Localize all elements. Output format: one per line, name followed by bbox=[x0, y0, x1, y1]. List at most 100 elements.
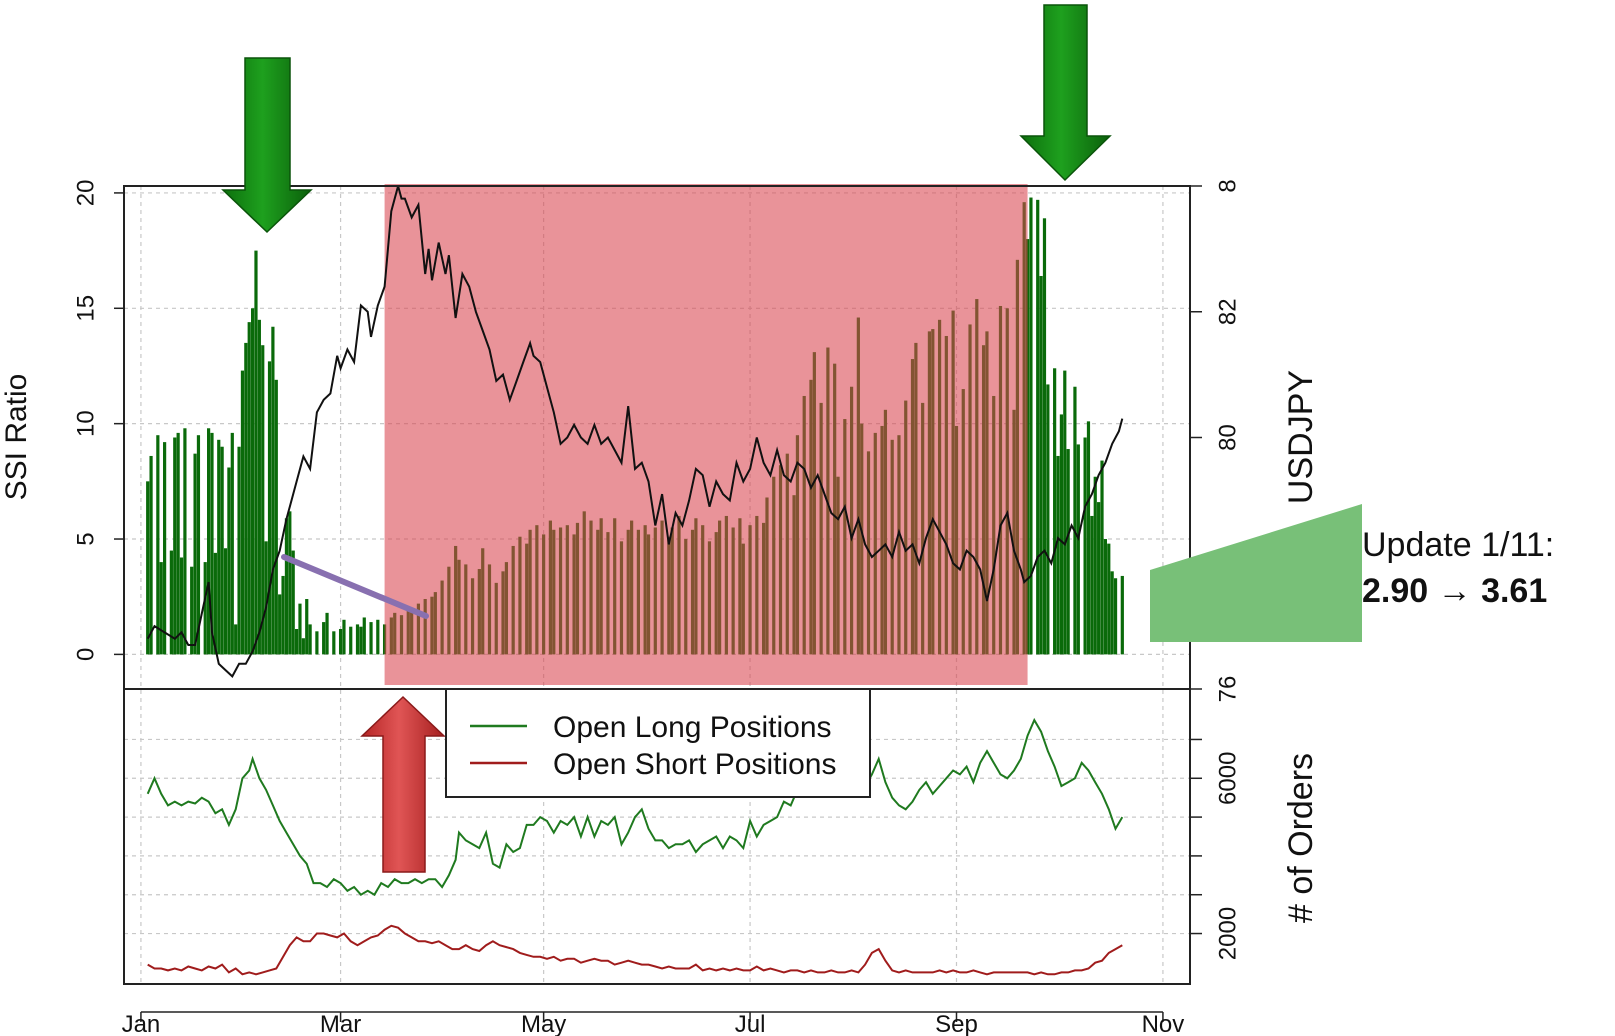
legend: Open Long Positions Open Short Positions bbox=[445, 688, 871, 798]
ssi-bar-35 bbox=[278, 594, 282, 655]
ssi-tick-label-10: 10 bbox=[73, 410, 100, 437]
orders-tick-label-2000: 2000 bbox=[1215, 907, 1242, 960]
ssi-tick-label-15: 15 bbox=[73, 295, 100, 322]
update-value: 2.90 → 3.61 bbox=[1362, 572, 1548, 610]
legend-short-label: Open Short Positions bbox=[553, 748, 837, 781]
ssi-bar-173 bbox=[1056, 455, 1060, 655]
ssi-bar-182 bbox=[1093, 476, 1097, 655]
ssi-bar-10 bbox=[190, 566, 194, 655]
usdjpy-tick-label-76: 76 bbox=[1215, 676, 1242, 703]
ssi-bar-25 bbox=[244, 342, 248, 655]
ssi-bar-167 bbox=[1029, 197, 1033, 655]
ssi-bar-4 bbox=[163, 442, 167, 655]
ssi-bar-51 bbox=[349, 626, 353, 655]
trend-line-annotation bbox=[281, 554, 429, 619]
ssi-bar-14 bbox=[207, 428, 211, 655]
ssi-bar-181 bbox=[1090, 515, 1094, 655]
ssi-bar-40 bbox=[294, 629, 299, 655]
ssi-bar-184 bbox=[1100, 460, 1104, 655]
ssi-bar-15 bbox=[210, 432, 214, 655]
ssi-bar-26 bbox=[247, 322, 251, 655]
ssi-bar-171 bbox=[1046, 384, 1050, 655]
ssi-bar-19 bbox=[223, 548, 228, 655]
short-bias-shaded-region bbox=[384, 184, 1028, 685]
update-callout: Update 1/11: 2.90 → 3.61 bbox=[1362, 522, 1554, 614]
x-tick-label-nov: Nov bbox=[1142, 1011, 1185, 1036]
ssi-bar-13 bbox=[203, 562, 207, 655]
ssi-bar-22 bbox=[234, 624, 238, 655]
red-up-arrow-march bbox=[360, 695, 446, 873]
ssi-bar-6 bbox=[173, 437, 177, 655]
ssi-bar-56 bbox=[376, 619, 380, 655]
ssi-bar-28 bbox=[254, 250, 258, 655]
ssi-bar-189 bbox=[1120, 575, 1124, 655]
ssi-bar-53 bbox=[359, 626, 363, 655]
ssi-bar-172 bbox=[1053, 368, 1057, 655]
x-tick-label-may: May bbox=[521, 1011, 566, 1036]
ssi-bar-29 bbox=[257, 319, 261, 655]
ssi-tick-label-20: 20 bbox=[73, 180, 100, 207]
ssi-bar-27 bbox=[250, 308, 255, 655]
ssi-tick-label-0: 0 bbox=[73, 648, 100, 661]
ssi-bar-34 bbox=[274, 379, 278, 655]
ssi-bar-179 bbox=[1083, 437, 1087, 655]
ssi-bar-5 bbox=[169, 550, 173, 655]
ssi-bar-23 bbox=[237, 446, 241, 655]
orders-tick-label-6000: 6000 bbox=[1215, 752, 1242, 805]
ssi-bar-49 bbox=[338, 629, 343, 655]
ssi-bar-16 bbox=[213, 552, 217, 655]
ssi-bar-38 bbox=[288, 511, 292, 655]
ssi-bar-50 bbox=[342, 619, 346, 655]
usdjpy-axis-title: USDJPY bbox=[1282, 370, 1320, 504]
ssi-bar-174 bbox=[1059, 414, 1064, 655]
ssi-bar-8 bbox=[179, 557, 184, 655]
open-long-positions-line bbox=[146, 717, 1124, 897]
ssi-bar-185 bbox=[1103, 539, 1107, 655]
usdjpy-tick-label-84: 8 bbox=[1215, 179, 1242, 192]
ssi-bar-30 bbox=[261, 345, 265, 655]
ssi-bar-41 bbox=[298, 603, 302, 655]
ssi-bar-2 bbox=[156, 435, 160, 655]
usdjpy-tick-label-80: 80 bbox=[1215, 424, 1242, 451]
ssi-bar-0 bbox=[146, 481, 150, 655]
ssi-bar-168 bbox=[1036, 199, 1040, 655]
ssi-bar-11 bbox=[193, 453, 197, 655]
ssi-bar-32 bbox=[267, 361, 272, 655]
ssi-bar-54 bbox=[362, 617, 366, 655]
ssi-bar-17 bbox=[217, 439, 221, 655]
ssi-bar-24 bbox=[240, 370, 245, 655]
ssi-bar-36 bbox=[281, 575, 285, 655]
update-callout-shape bbox=[1150, 504, 1362, 642]
ssi-bar-12 bbox=[196, 435, 201, 655]
ssi-bar-37 bbox=[284, 518, 289, 655]
ssi-bar-187 bbox=[1110, 571, 1114, 655]
green-down-arrow-september bbox=[1019, 4, 1112, 182]
ssi-bar-170 bbox=[1042, 218, 1047, 655]
ssi-bar-55 bbox=[369, 622, 373, 655]
ssi-bar-21 bbox=[230, 432, 234, 655]
ssi-bar-42 bbox=[301, 638, 305, 655]
ssi-bar-178 bbox=[1076, 444, 1080, 655]
usdjpy-price-line bbox=[146, 186, 1124, 679]
ssi-bar-46 bbox=[322, 622, 326, 655]
ssi-bar-186 bbox=[1107, 543, 1111, 655]
ssi-bar-20 bbox=[227, 467, 231, 655]
ssi-bar-45 bbox=[315, 631, 319, 655]
legend-long-label: Open Long Positions bbox=[553, 711, 832, 744]
x-tick-label-mar: Mar bbox=[320, 1011, 361, 1036]
green-down-arrow-january bbox=[221, 57, 313, 234]
ssi-bar-175 bbox=[1063, 370, 1067, 655]
usdjpy-tick-label-82: 82 bbox=[1215, 298, 1242, 325]
ssi-bar-169 bbox=[1039, 275, 1043, 655]
ssi-bar-47 bbox=[325, 612, 329, 655]
ssi-bar-183 bbox=[1097, 502, 1101, 655]
ssi-ratio-axis-title: SSI Ratio bbox=[0, 374, 33, 501]
ssi-bar-52 bbox=[355, 624, 360, 655]
ssi-bar-39 bbox=[291, 550, 295, 655]
ssi-tick-label-5: 5 bbox=[73, 532, 100, 545]
ssi-bar-31 bbox=[264, 541, 268, 655]
ssi-bar-44 bbox=[308, 624, 312, 655]
open-short-positions-line bbox=[147, 924, 1123, 976]
ssi-bar-48 bbox=[332, 631, 336, 655]
